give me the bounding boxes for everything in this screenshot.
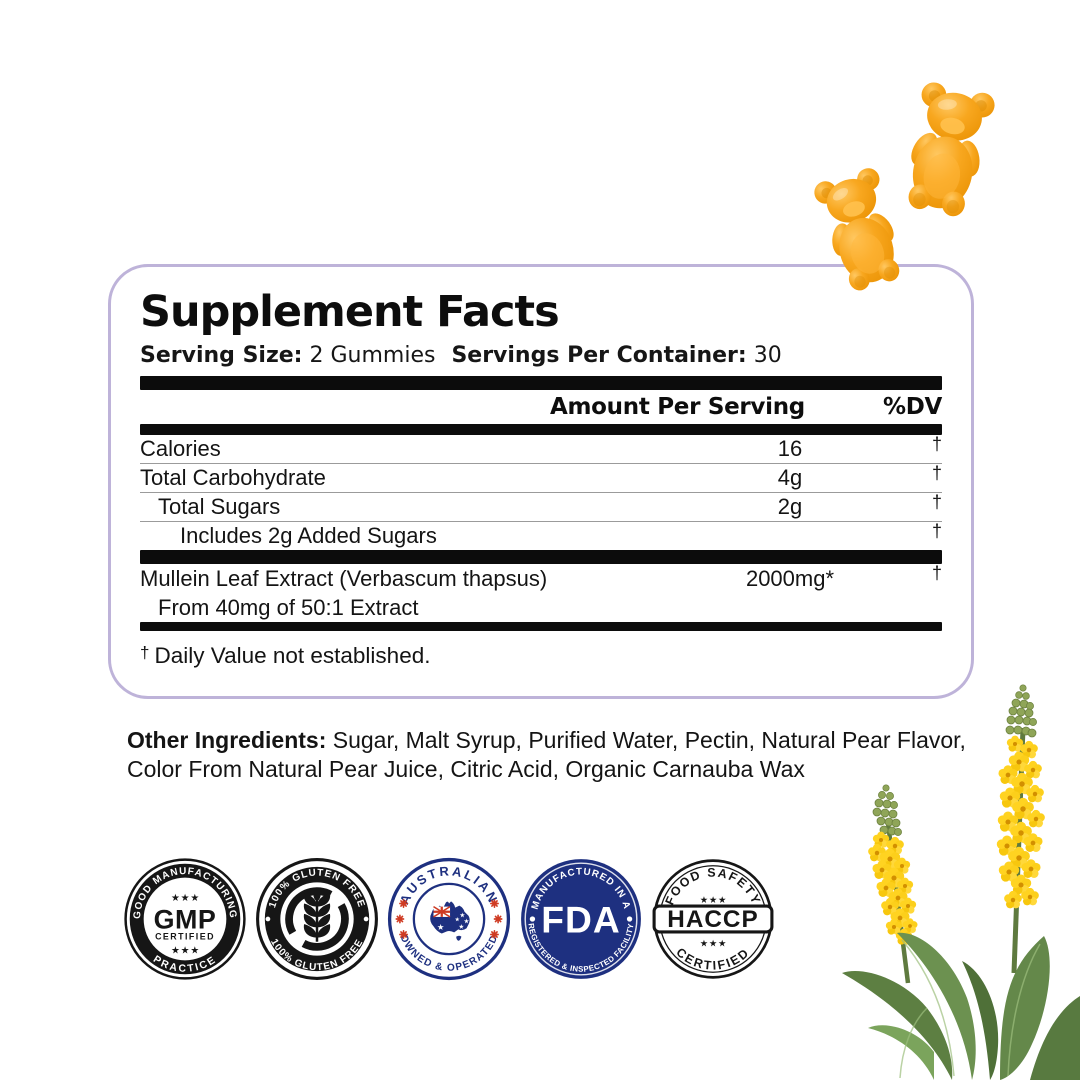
row-name: Calories (140, 436, 221, 462)
row-dv: † (931, 462, 942, 483)
row-name: Total Sugars (158, 494, 281, 520)
wheat-icon (303, 887, 331, 942)
haccp-band (652, 904, 774, 934)
row-dv: † (931, 520, 942, 541)
table-row-total-sugars: Total Sugars 2g † (140, 491, 942, 523)
gmp-certified-badge: GOOD MANUFACTURING PRACTICE ★ ★ ★ GMP CE… (124, 858, 246, 980)
row-dv: † (931, 433, 942, 454)
dagger-symbol: † (140, 643, 150, 663)
gmp-center-text: GMP (154, 904, 217, 934)
other-ingredients: Other Ingredients: Sugar, Malt Syrup, Pu… (127, 726, 973, 783)
fda-registered-badge: MANUFACTURED IN A REGISTERED & INSPECTED… (521, 859, 641, 979)
svg-text:★: ★ (436, 922, 444, 931)
table-row-calories: Calories 16 † (140, 433, 942, 465)
thick-divider (140, 424, 942, 436)
serving-size-label: Serving Size: (140, 343, 303, 369)
amount-per-serving-header: Amount Per Serving (550, 394, 805, 421)
row-dv: † (931, 491, 942, 512)
row-dv: † (931, 563, 942, 584)
svg-text:★: ★ (460, 912, 466, 919)
footnote-text: Daily Value not established. (154, 643, 431, 669)
certification-badges: GOOD MANUFACTURING PRACTICE ★ ★ ★ GMP CE… (123, 857, 775, 981)
thick-divider (140, 622, 942, 632)
row-amount: 2000mg* (745, 565, 835, 591)
table-row-mullein: Mullein Leaf Extract (Verbascum thapsus)… (140, 563, 942, 593)
other-ingredients-label: Other Ingredients: (127, 727, 327, 753)
thick-divider (140, 550, 942, 565)
svg-text:★: ★ (464, 918, 470, 925)
row-name: Includes 2g Added Sugars (180, 523, 437, 549)
haccp-center-text: HACCP (667, 906, 758, 933)
svg-text:★: ★ (459, 923, 465, 930)
haccp-stars-bottom: ★ ★ ★ (700, 939, 726, 948)
gluten-free-badge: 100% GLUTEN FREE 100% GLUTEN FREE (256, 858, 378, 980)
other-ingredients-text: Sugar, Malt Syrup, Purified Water, Pecti… (127, 727, 966, 782)
fda-center-text: FDA (541, 898, 621, 940)
gummy-bears-image (810, 79, 999, 296)
gmp-stars-bottom: ★ ★ ★ (171, 946, 199, 955)
haccp-certified-badge: FOOD SAFETY CERTIFIED ★ ★ ★ HACCP ★ ★ ★ (652, 859, 774, 979)
union-jack-icon (433, 905, 451, 918)
row-amount: 16 (777, 436, 803, 462)
extract-subtext: From 40mg of 50:1 Extract (158, 594, 419, 620)
extract-section: Mullein Leaf Extract (Verbascum thapsus)… (140, 563, 942, 622)
serving-size-value: 2 Gummies (309, 343, 436, 369)
row-amount: 2g (777, 494, 803, 520)
gmp-stars-top: ★ ★ ★ (171, 893, 199, 902)
mullein-plant-image (842, 684, 1080, 1080)
australia-map-icon: ★ ★ ★ ★ ★ (430, 901, 470, 941)
table-header: Amount Per Serving %DV (140, 390, 942, 424)
row-amount: 4g (777, 465, 803, 491)
table-row-carbohydrate: Total Carbohydrate 4g † (140, 462, 942, 494)
australian-owned-badge: AUSTRALIAN OWNED & OPERATED ★ ★ ★ ★ ★ (387, 857, 511, 981)
haccp-stars-top: ★ ★ ★ (700, 895, 726, 904)
row-name: Total Carbohydrate (140, 465, 326, 491)
dv-header: %DV (882, 394, 942, 421)
servings-per-container-value: 30 (753, 343, 782, 369)
panel-title: Supplement Facts (140, 287, 560, 337)
thick-divider (140, 376, 942, 391)
table-row-added-sugars: Includes 2g Added Sugars † (140, 520, 942, 550)
gmp-certified-text: CERTIFIED (155, 932, 215, 942)
dv-footnote: † Daily Value not established. (140, 643, 942, 669)
servings-per-container-label: Servings Per Container: (451, 343, 747, 369)
row-name: Mullein Leaf Extract (Verbascum thapsus) (140, 565, 548, 591)
supplement-facts-panel: Supplement Facts Serving Size: 2 Gummies… (108, 264, 974, 699)
svg-text:★: ★ (455, 917, 460, 923)
serving-info: Serving Size: 2 Gummies Servings Per Con… (140, 343, 942, 368)
